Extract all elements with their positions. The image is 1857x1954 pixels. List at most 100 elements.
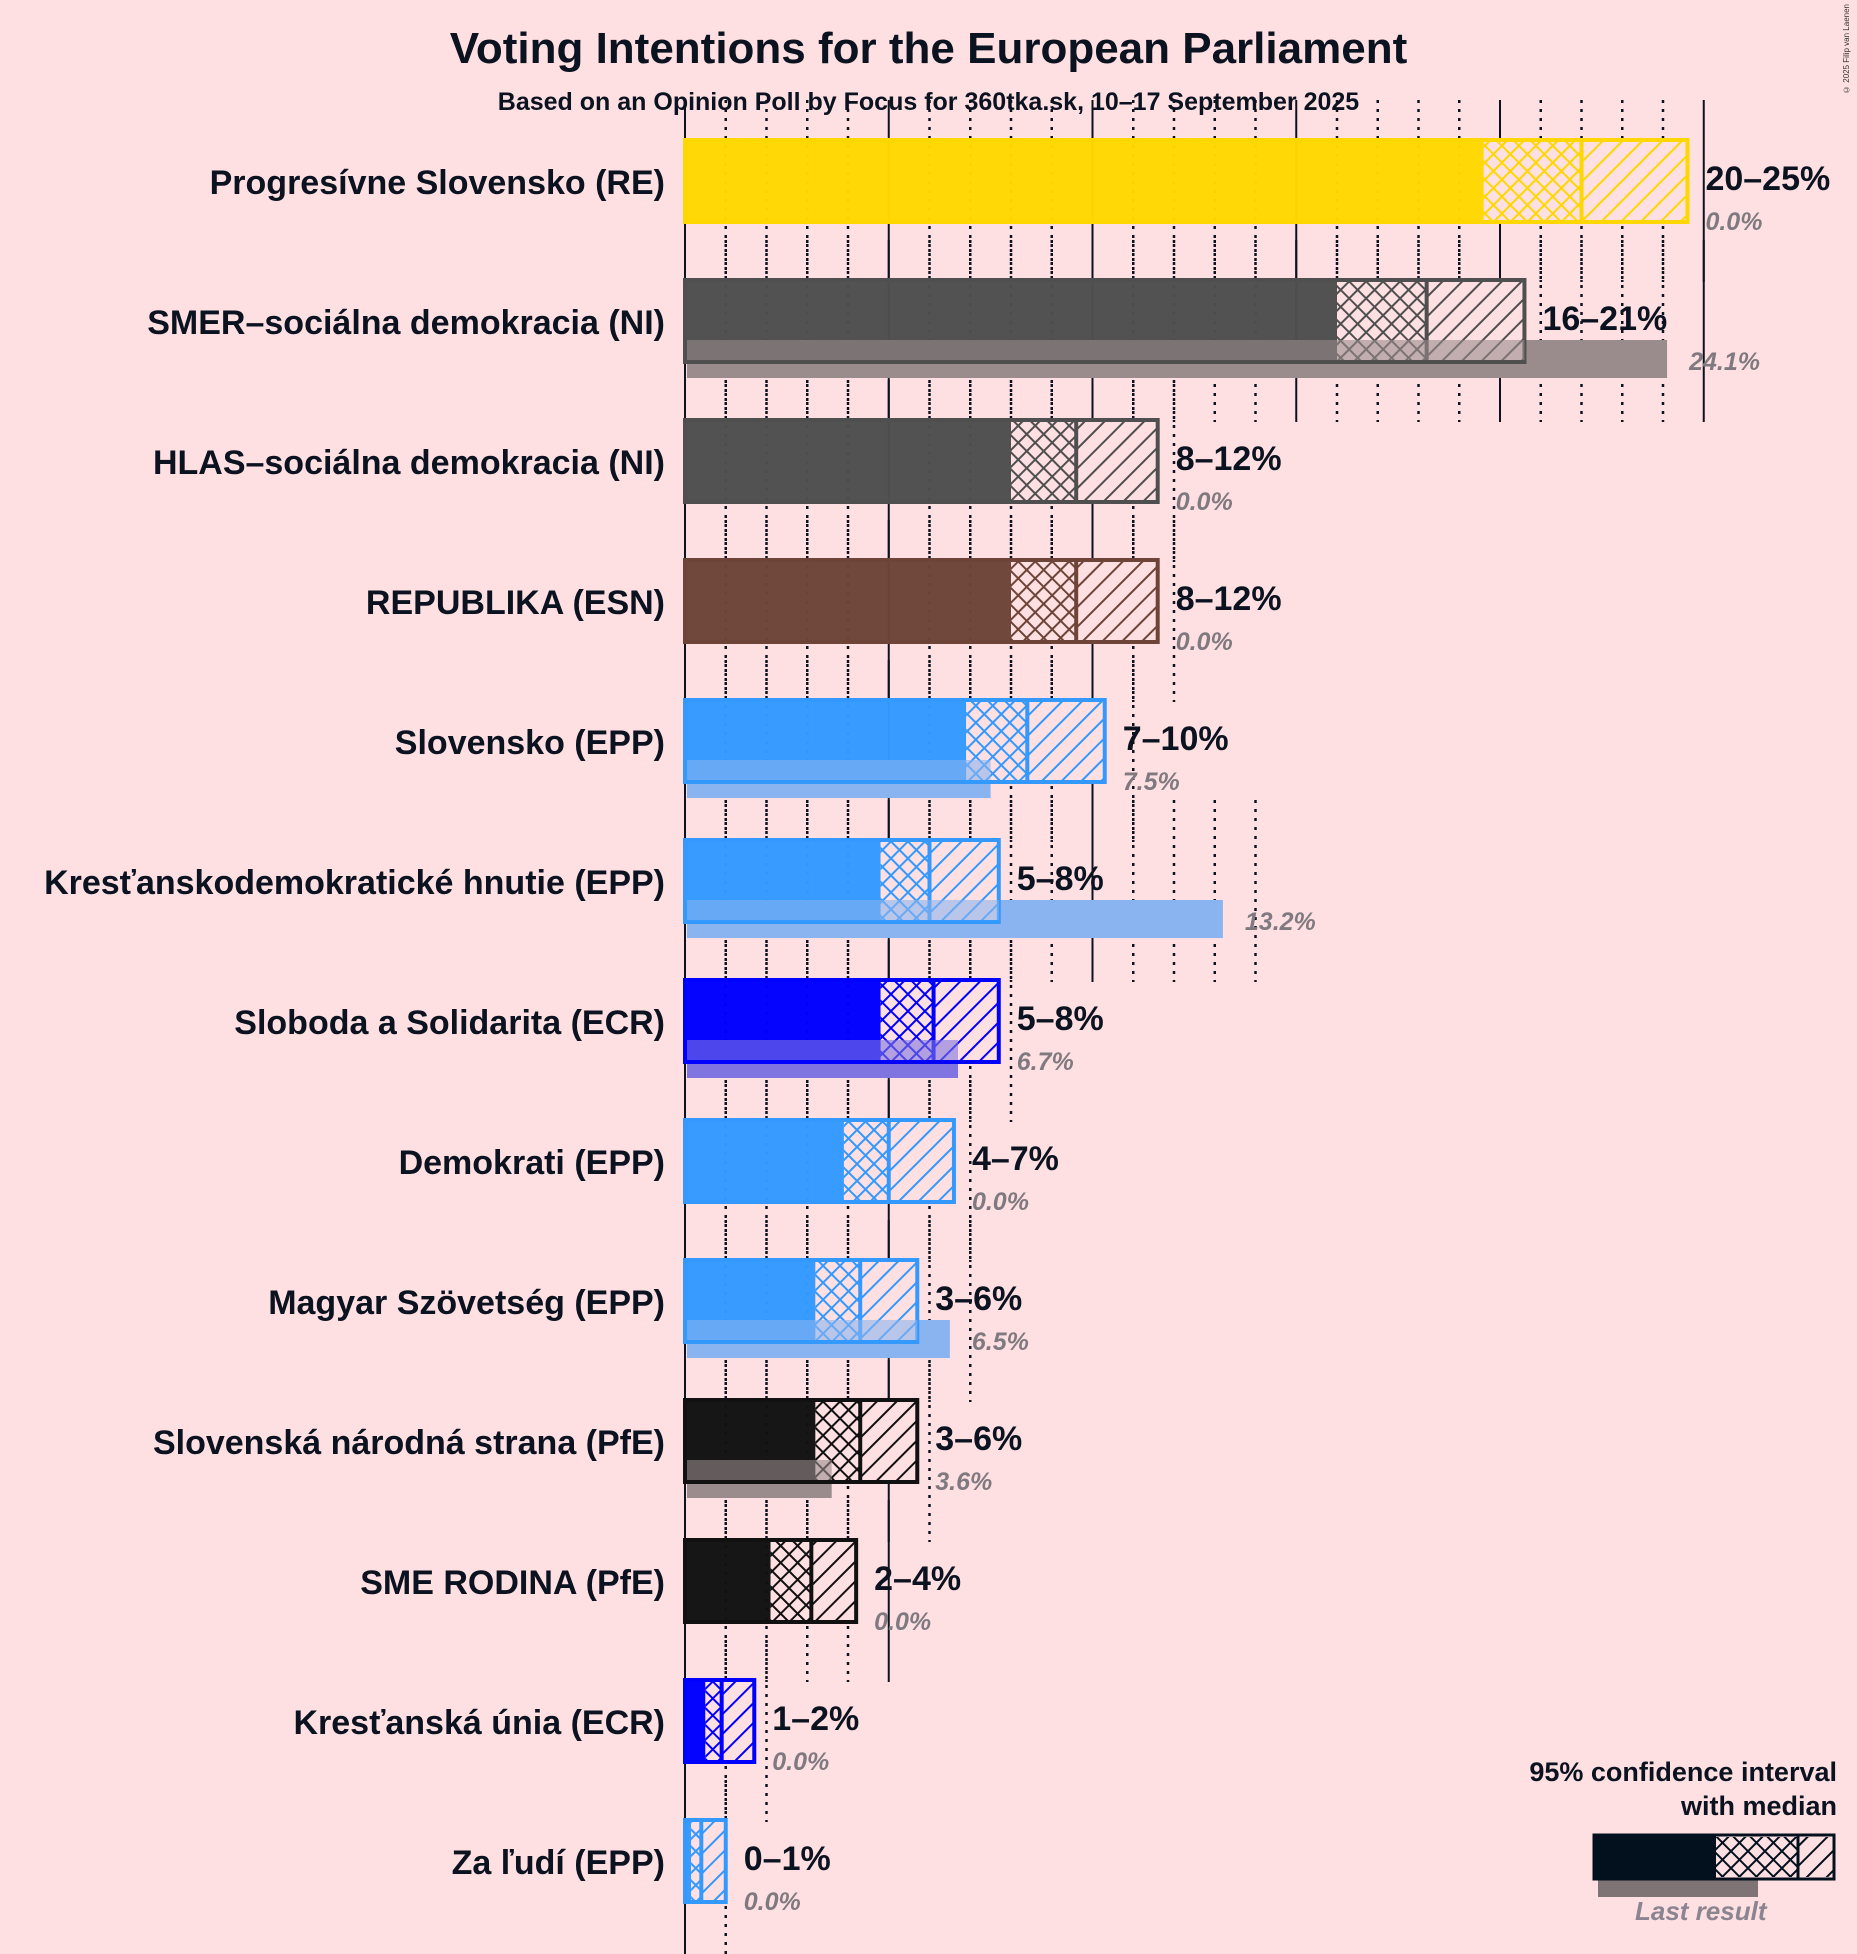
ci-outline [683, 1678, 757, 1764]
party-label: Kresťanskodemokratické hnutie (EPP) [44, 864, 665, 902]
ci-solid-bar [685, 420, 1011, 502]
ci-outline [683, 698, 1107, 784]
range-label: 20–25% [1705, 160, 1830, 198]
range-label: 16–21% [1542, 300, 1667, 338]
range-label: 3–6% [935, 1280, 1022, 1318]
legend-last-result-swatch [1598, 1879, 1758, 1897]
last-result-label: 6.7% [1017, 1048, 1074, 1076]
ci-outline [683, 838, 1001, 924]
range-label: 4–7% [972, 1140, 1059, 1178]
legend-crosshatch-swatch [1716, 1837, 1798, 1877]
party-row: Progresívne Slovensko (RE) 20–25% 0.0% [210, 138, 1830, 236]
party-row: REPUBLIKA (ESN) 8–12% 0.0% [366, 558, 1282, 656]
last-result-label: 6.5% [972, 1328, 1029, 1356]
last-result-label: 3.6% [935, 1468, 992, 1496]
party-row: SMER–sociálna demokracia (NI) 16–21% 24.1% [147, 278, 1760, 378]
party-label: HLAS–sociálna demokracia (NI) [153, 444, 665, 482]
party-row: Magyar Szövetség (EPP) 3–6% 6.5% [268, 1258, 1029, 1358]
party-label: Za ľudí (EPP) [452, 1844, 665, 1882]
ci-solid-bar [685, 1820, 692, 1902]
bars: Progresívne Slovensko (RE) 20–25% 0.0% SMER… [44, 138, 1830, 1916]
ci-upper-hatch [1581, 142, 1688, 220]
legend-solid-swatch [1594, 1835, 1716, 1879]
range-label: 1–2% [772, 1700, 859, 1738]
party-label: Slovenská národná strana (PfE) [153, 1424, 665, 1462]
last-result-label: 7.5% [1123, 768, 1180, 796]
last-result-overlay [687, 1320, 918, 1340]
ci-upper-hatch [1076, 422, 1158, 500]
last-result-overlay [687, 760, 991, 780]
ci-lower-hatch [1011, 562, 1077, 640]
party-row: Za ľudí (EPP) 0–1% 0.0% [452, 1818, 831, 1916]
legend-outline [1592, 1833, 1836, 1881]
ci-outline [683, 138, 1690, 224]
last-result-overlay [687, 900, 999, 920]
last-result-overlay [687, 340, 1525, 360]
party-label: Slovensko (EPP) [395, 724, 665, 762]
range-label: 5–8% [1017, 860, 1104, 898]
legend-title-line1: 95% confidence interval [1529, 1757, 1837, 1787]
last-result-label: 13.2% [1245, 908, 1316, 936]
last-result-label: 0.0% [874, 1608, 931, 1636]
last-result-label: 0.0% [744, 1888, 801, 1916]
ci-outline [683, 278, 1527, 364]
party-label: Kresťanská únia (ECR) [293, 1704, 665, 1742]
last-result-label: 24.1% [1688, 348, 1760, 376]
legend-diagonal-swatch [1798, 1837, 1834, 1877]
party-label: Sloboda a Solidarita (ECR) [234, 1004, 665, 1042]
party-row: Slovensko (EPP) 7–10% 7.5% [395, 698, 1229, 798]
legend-last-result-label: Last result [1635, 1896, 1767, 1926]
legend [1592, 1833, 1836, 1897]
last-result-label: 0.0% [1176, 488, 1233, 516]
legend-title: 95% confidence interval with median [1529, 1755, 1837, 1823]
range-label: 7–10% [1123, 720, 1229, 758]
range-label: 2–4% [874, 1560, 961, 1598]
party-label: Progresívne Slovensko (RE) [210, 164, 665, 202]
ci-outline [683, 418, 1160, 504]
ci-solid-bar [685, 560, 1011, 642]
ci-lower-hatch [1011, 422, 1077, 500]
ci-outline [683, 1398, 920, 1484]
ci-solid-bar [685, 140, 1484, 222]
last-result-label: 0.0% [972, 1188, 1029, 1216]
party-row: Kresťanská únia (ECR) 1–2% 0.0% [293, 1678, 859, 1776]
ci-outline [683, 1538, 859, 1624]
last-result-overlay [687, 1460, 832, 1480]
party-row: SME RODINA (PfE) 2–4% 0.0% [360, 1538, 961, 1636]
party-row: HLAS–sociálna demokracia (NI) 8–12% 0.0% [153, 418, 1282, 516]
ci-upper-hatch [1076, 562, 1158, 640]
range-label: 8–12% [1176, 580, 1282, 618]
party-label: SME RODINA (PfE) [360, 1564, 665, 1602]
party-label: SMER–sociálna demokracia (NI) [147, 304, 665, 342]
party-row: Slovenská národná strana (PfE) 3–6% 3.6% [153, 1398, 1022, 1498]
ci-outline [683, 1118, 956, 1204]
party-row: Sloboda a Solidarita (ECR) 5–8% 6.7% [234, 978, 1104, 1078]
ci-upper-hatch [860, 1402, 918, 1480]
party-label: Magyar Szövetség (EPP) [268, 1284, 665, 1322]
ci-solid-bar [685, 1540, 771, 1622]
range-label: 5–8% [1017, 1000, 1104, 1038]
ci-upper-hatch [721, 1682, 755, 1760]
ci-upper-hatch [1027, 702, 1105, 780]
ci-lower-hatch [843, 1122, 889, 1200]
range-label: 3–6% [935, 1420, 1022, 1458]
ci-upper-hatch [811, 1542, 857, 1620]
legend-title-line2: with median [1680, 1791, 1837, 1821]
range-label: 8–12% [1176, 440, 1282, 478]
party-label: REPUBLIKA (ESN) [366, 584, 665, 622]
party-label: Demokrati (EPP) [399, 1144, 665, 1182]
ci-lower-hatch [770, 1542, 812, 1620]
ci-outline [683, 978, 1001, 1064]
ci-lower-hatch [1483, 142, 1582, 220]
ci-outline [683, 1258, 920, 1344]
ci-upper-hatch [701, 1822, 726, 1900]
ci-solid-bar [685, 1680, 706, 1762]
last-result-label: 0.0% [1705, 208, 1762, 236]
ci-solid-bar [685, 1120, 844, 1202]
ci-outline [683, 558, 1160, 644]
last-result-overlay [687, 1040, 959, 1060]
party-row: Kresťanskodemokratické hnutie (EPP) 5–8% 1… [44, 838, 1316, 938]
ci-lower-hatch [691, 1822, 702, 1900]
ci-lower-hatch [705, 1682, 722, 1760]
